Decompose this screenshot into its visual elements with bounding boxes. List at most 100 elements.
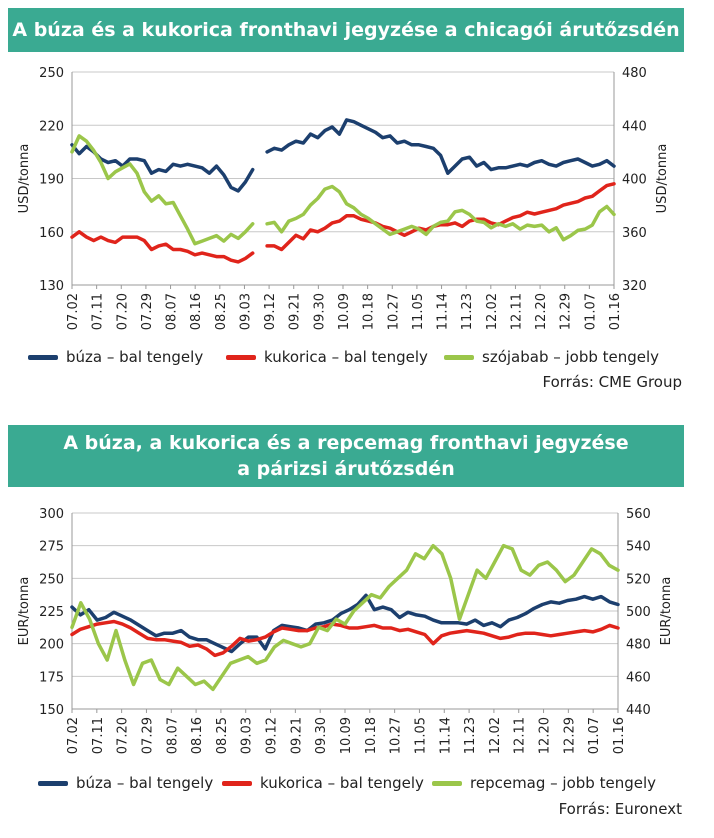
chart1-xtick-label: 10.18 [362, 293, 377, 330]
chart2-series-line-1 [70, 619, 620, 658]
chart2-xtick-label: 12.02 [488, 717, 503, 754]
chart2-xtick-label: 11.14 [438, 717, 453, 754]
chart1-xtick-label: 09.03 [238, 293, 253, 330]
chart2-series-line-2 [70, 543, 620, 692]
chart1-xtick-label: 10.09 [337, 293, 352, 330]
chart1-xtick-label: 01.16 [608, 293, 623, 330]
legend1-swatch-buza [28, 354, 58, 360]
chart1-ytick-left: 220 [39, 119, 64, 134]
chart1-ytick-right: 480 [622, 66, 647, 81]
chart1-xtick-label: 11.05 [411, 293, 426, 330]
chart2-ytick-left: 200 [39, 638, 64, 653]
chart2-ylabel-left: EUR/tonna [17, 577, 32, 646]
legend2-item-buza: búza – bal tengely [38, 774, 213, 792]
chart2-xtick-label: 07.02 [66, 717, 81, 754]
chart2-xtick-label: 09.03 [240, 717, 255, 754]
chart1-xtick-label: 09.21 [288, 293, 303, 330]
chart1-series-line-2 [70, 134, 616, 246]
legend2-label-repcemag: repcemag – jobb tengely [470, 774, 656, 792]
chart2-title: A búza, a kukorica és a repcemag frontha… [8, 425, 684, 487]
chart2-xtick-label: 01.16 [612, 717, 627, 754]
chart2-xtick-label: 10.18 [364, 717, 379, 754]
chart1-ytick-left: 190 [39, 173, 64, 188]
chart1-ytick-right: 400 [622, 173, 647, 188]
chart1-ytick-right: 320 [622, 279, 647, 294]
chart2-xtick-label: 12.11 [513, 717, 528, 754]
legend1-swatch-kukorica [226, 354, 256, 360]
chart2-xtick-label: 10.09 [339, 717, 354, 754]
chart2-ytick-right: 440 [626, 703, 651, 718]
chart1-ytick-left: 160 [39, 226, 64, 241]
chart2-xtick-label: 07.20 [116, 717, 131, 754]
legend2-item-repcemag: repcemag – jobb tengely [432, 774, 656, 792]
chart1-plot: 130 160 190 220 250 320 360 400 440 480 USD/tonna U… [17, 66, 670, 330]
chart1-xtick-label: 01.07 [583, 293, 598, 330]
chart2-source: Forrás: Euronext [558, 800, 682, 818]
chart2-xtick-label: 11.23 [463, 717, 478, 754]
chart2-plot: 150 175 200 225 250 275 300 440 460 480 500 520 540 5… [17, 507, 674, 754]
chart2-ytick-right: 460 [626, 670, 651, 685]
chart2-xtick-label: 10.27 [389, 717, 404, 754]
chart2-xtick-label: 12.20 [538, 717, 553, 754]
chart2-ytick-right: 560 [626, 507, 651, 522]
chart1-ytick-left: 130 [39, 279, 64, 294]
chart1-xtick-label: 10.27 [386, 293, 401, 330]
legend1-label-kukorica: kukorica – bal tengely [264, 348, 428, 366]
chart1-xtick-label: 12.20 [534, 293, 549, 330]
chart1-series-line-0 [70, 118, 616, 193]
chart2-xtick-label: 07.29 [140, 717, 155, 754]
chart1-ytick-right: 440 [622, 119, 647, 134]
chart2-xtick-label: 09.30 [314, 717, 329, 754]
legend1-item-szojabab: szójabab – jobb tengely [444, 348, 659, 366]
chart1-xtick-label: 09.30 [312, 293, 327, 330]
chart1-ytick-left: 250 [39, 66, 64, 81]
chart2-xtick-label: 01.07 [587, 717, 602, 754]
chart2-xtick-label: 12.29 [562, 717, 577, 754]
chart2-xtick-label: 09.12 [265, 717, 280, 754]
chart1-xtick-label: 08.25 [214, 293, 229, 330]
chart2-xtick-label: 08.25 [215, 717, 230, 754]
legend2-swatch-buza [38, 780, 68, 786]
chart2-title-line1: A búza, a kukorica és a repcemag frontha… [63, 432, 629, 454]
chart1-source: Forrás: CME Group [542, 373, 683, 391]
chart1-xtick-label: 12.29 [559, 293, 574, 330]
chart1-xtick-label: 07.02 [66, 293, 81, 330]
chart1-xtick-label: 08.16 [189, 293, 204, 330]
chart1-xtick-label: 07.29 [140, 293, 155, 330]
chart2-title-line2: a párizsi árutőzsdén [237, 458, 455, 480]
chart2-ytick-left: 300 [39, 507, 64, 522]
legend1-label-buza: búza – bal tengely [66, 348, 204, 366]
legend2-swatch-repcemag [432, 780, 462, 786]
chart2-ytick-right: 480 [626, 638, 651, 653]
chart2-ytick-left: 225 [39, 605, 64, 620]
chart1-ytick-right: 360 [622, 226, 647, 241]
chart2-ylabel-right: EUR/tonna [659, 577, 674, 646]
chart1-xtick-label: 12.11 [509, 293, 524, 330]
chart1-title-text: A búza és a kukorica fronthavi jegyzése … [12, 19, 680, 41]
legend2-item-kukorica: kukorica – bal tengely [222, 774, 424, 792]
legend1-label-szojabab: szójabab – jobb tengely [482, 348, 660, 366]
chart2-xtick-label: 09.21 [289, 717, 304, 754]
legend2-swatch-kukorica [222, 780, 252, 786]
chart2-xtick-label: 07.11 [91, 717, 106, 754]
legend1-item-kukorica: kukorica – bal tengely [226, 348, 428, 366]
chart2-ytick-right: 520 [626, 572, 651, 587]
chart1-xtick-label: 07.20 [115, 293, 130, 330]
chart1-xtick-label: 08.07 [165, 293, 180, 330]
legend1-item-buza: búza – bal tengely [28, 348, 203, 366]
chart1-ylabel-right: USD/tonna [655, 144, 670, 214]
chart2-xtick-label: 08.16 [190, 717, 205, 754]
chart2-xtick-label: 11.05 [413, 717, 428, 754]
chart1-xtick-label: 11.14 [436, 293, 451, 330]
chart1-xtick-label: 07.11 [91, 293, 106, 330]
chart1-xtick-label: 11.23 [460, 293, 475, 330]
chart2-xtick-label: 08.07 [165, 717, 180, 754]
chart1-xtick-label: 12.02 [485, 293, 500, 330]
legend2-label-kukorica: kukorica – bal tengely [260, 774, 424, 792]
chart2-ytick-left: 175 [39, 670, 64, 685]
chart1-series-line-1 [70, 182, 616, 264]
legend2-label-buza: búza – bal tengely [76, 774, 214, 792]
legend1-swatch-szojabab [444, 354, 474, 360]
chart2-series-line-0 [70, 593, 620, 654]
chart2-ytick-left: 250 [39, 572, 64, 587]
